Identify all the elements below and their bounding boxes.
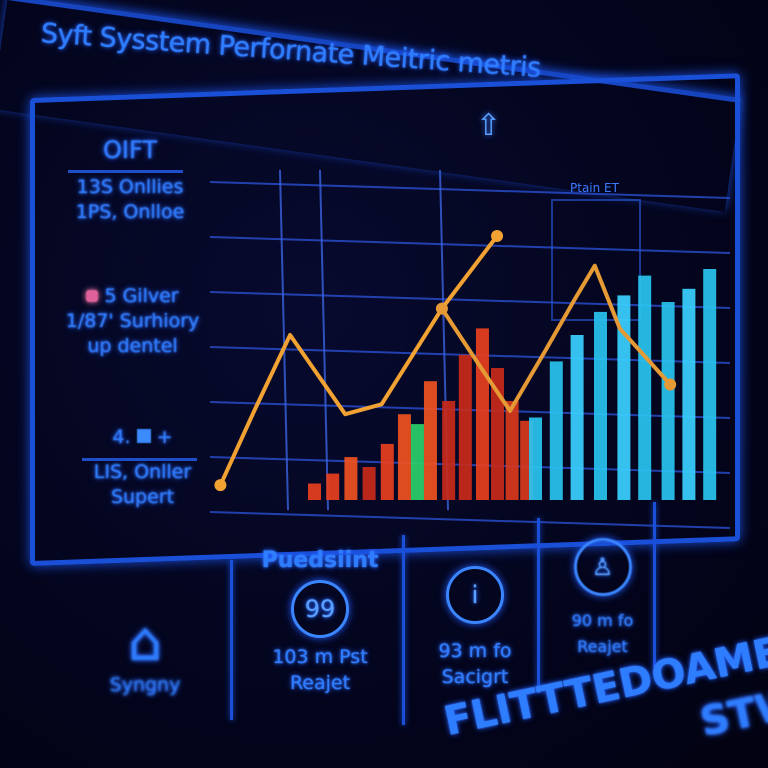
gridline-h (209, 181, 731, 199)
bar (397, 414, 411, 500)
legend-label: Ptain ET (570, 181, 620, 195)
data-point (435, 302, 448, 315)
sidebar-line: LIS, Onller (93, 461, 192, 483)
divider (68, 170, 183, 173)
bar (380, 443, 394, 500)
divider (402, 535, 405, 725)
sidebar-line: 13S Onllies (76, 176, 184, 198)
bar (638, 275, 652, 500)
card-home[interactable]: ⌂ Syngny (75, 612, 215, 698)
upload-arrow-icon[interactable]: ⇧ (476, 108, 502, 143)
bar (570, 335, 584, 500)
card-line: 90 m fo (571, 611, 634, 630)
divider (82, 458, 197, 461)
bar (594, 311, 607, 500)
bar (308, 483, 321, 500)
card-line: Sacigrt (441, 666, 509, 688)
bar (475, 328, 489, 500)
bar (617, 295, 631, 500)
bar (442, 401, 456, 500)
card-line: Reajet (577, 637, 628, 656)
sidebar-block-3: 4. + LIS, Onller Supert (80, 425, 205, 510)
sidebar-line: up dentel (87, 335, 178, 357)
divider (230, 560, 233, 720)
bar (661, 302, 675, 500)
card-line: Syngny (109, 674, 181, 696)
gridline-h (209, 291, 731, 309)
gridline-v (279, 169, 289, 511)
sidebar-block-2: 5 Gilver 1/87' Surhiory up dentel (60, 284, 205, 359)
sidebar-line: 5 Gilver (104, 285, 179, 307)
sidebar-heading: 4. (112, 426, 131, 448)
gridline-h (209, 236, 731, 254)
bar (549, 361, 563, 500)
sidebar-heading: OIFT (102, 136, 157, 164)
gridline-v (319, 169, 329, 511)
data-point (214, 479, 227, 492)
info-icon: i (446, 566, 504, 624)
gauge-icon: 99 (291, 580, 349, 638)
card-line: 93 m fo (438, 640, 512, 662)
card-line: 103 m Pst (272, 646, 368, 668)
card-puedsiint[interactable]: Puedsiint 99 103 m Pst Reajet (255, 548, 385, 696)
data-point (491, 230, 504, 242)
card-user[interactable]: ♙ 90 m fo Reajet (555, 538, 650, 660)
bar (458, 354, 472, 500)
home-icon: ⌂ (127, 610, 163, 673)
bar (682, 288, 696, 500)
square-icon (136, 429, 151, 443)
series-line (440, 263, 672, 413)
bar (505, 401, 519, 500)
sidebar-line: Supert (110, 486, 175, 508)
sidebar-line: 1/87' Surhiory (65, 310, 200, 332)
plus-icon: + (156, 426, 173, 448)
data-point (664, 378, 677, 391)
bar (362, 467, 376, 500)
bar (423, 381, 437, 500)
bar (703, 269, 717, 500)
bar (529, 417, 542, 500)
bar (410, 424, 424, 500)
sidebar-block-1: OIFT 13S Onllies 1PS, Onlloe (70, 138, 190, 225)
status-dot-icon (86, 290, 99, 302)
gridline-h (209, 511, 731, 529)
sidebar-line: 1PS, Onlloe (75, 201, 185, 223)
user-icon: ♙ (573, 538, 632, 596)
bar (344, 457, 358, 500)
divider (537, 518, 540, 693)
bar (491, 368, 505, 500)
card-line: Reajet (289, 672, 351, 694)
bar (326, 473, 340, 500)
card-label: Puedsiint (261, 548, 379, 573)
divider (653, 502, 656, 667)
card-info[interactable]: i 93 m fo Sacigrt (420, 562, 530, 690)
series-line (218, 234, 499, 486)
